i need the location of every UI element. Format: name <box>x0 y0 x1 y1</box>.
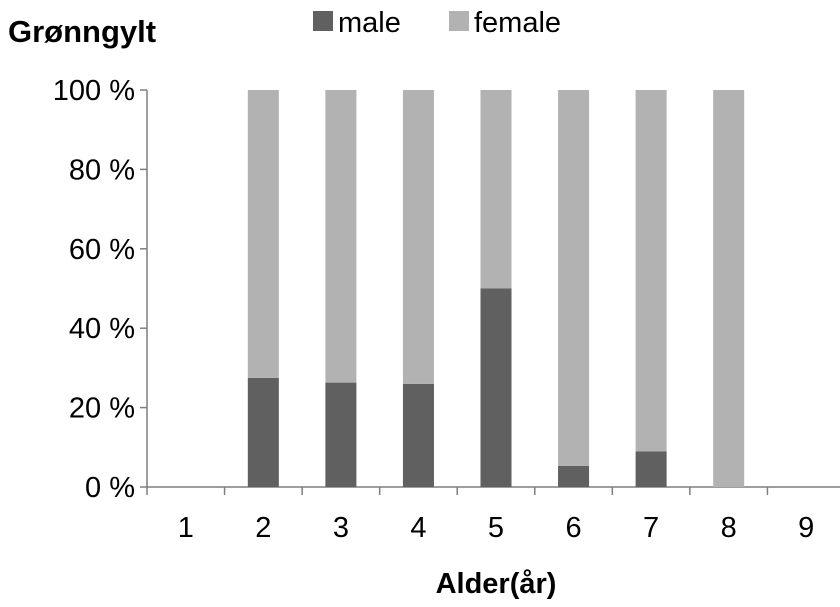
y-tick-label: 60 % <box>69 234 135 266</box>
bar-male-age-2 <box>247 377 279 487</box>
bar-female-age-4 <box>402 90 434 384</box>
x-tick-label: 2 <box>255 512 271 544</box>
x-tick-label: 3 <box>333 512 349 544</box>
bar-male-age-5 <box>480 288 512 487</box>
x-tick-label: 5 <box>488 512 504 544</box>
legend-label-male: male <box>338 7 401 39</box>
bar-male-age-3 <box>325 382 357 487</box>
legend: male female <box>313 7 561 39</box>
legend-swatch-female <box>449 11 469 31</box>
bar-female-age-7 <box>635 90 667 452</box>
bar-female-age-2 <box>247 90 279 378</box>
x-axis-title: Alder(år) <box>436 568 557 600</box>
x-tick-label: 6 <box>565 512 581 544</box>
y-tick-label: 40 % <box>69 313 135 345</box>
x-tick-label: 4 <box>410 512 426 544</box>
y-tick-label: 100 % <box>53 75 135 107</box>
bar-female-age-3 <box>325 90 357 383</box>
y-tick-label: 80 % <box>69 154 135 186</box>
bar-male-age-6 <box>558 465 590 487</box>
plot-area: 0 % 20 % 40 % 60 % 80 % 100 % 1 2 3 4 5 6 7 8 9 <box>53 75 840 544</box>
bar-female-age-8 <box>713 90 745 487</box>
bar-female-age-6 <box>558 90 590 466</box>
x-tick-label: 7 <box>643 512 659 544</box>
y-tick-label: 20 % <box>69 393 135 425</box>
bar-female-age-5 <box>480 90 512 289</box>
chart-title: Grønngylt <box>8 14 156 49</box>
legend-swatch-male <box>313 11 333 31</box>
x-tick-label: 9 <box>798 512 814 544</box>
bar-male-age-4 <box>402 383 434 487</box>
x-tick-label: 8 <box>721 512 737 544</box>
y-tick-label: 0 % <box>85 472 135 504</box>
x-tick-label: 1 <box>178 512 194 544</box>
bar-male-age-7 <box>635 451 667 487</box>
legend-label-female: female <box>474 7 561 39</box>
